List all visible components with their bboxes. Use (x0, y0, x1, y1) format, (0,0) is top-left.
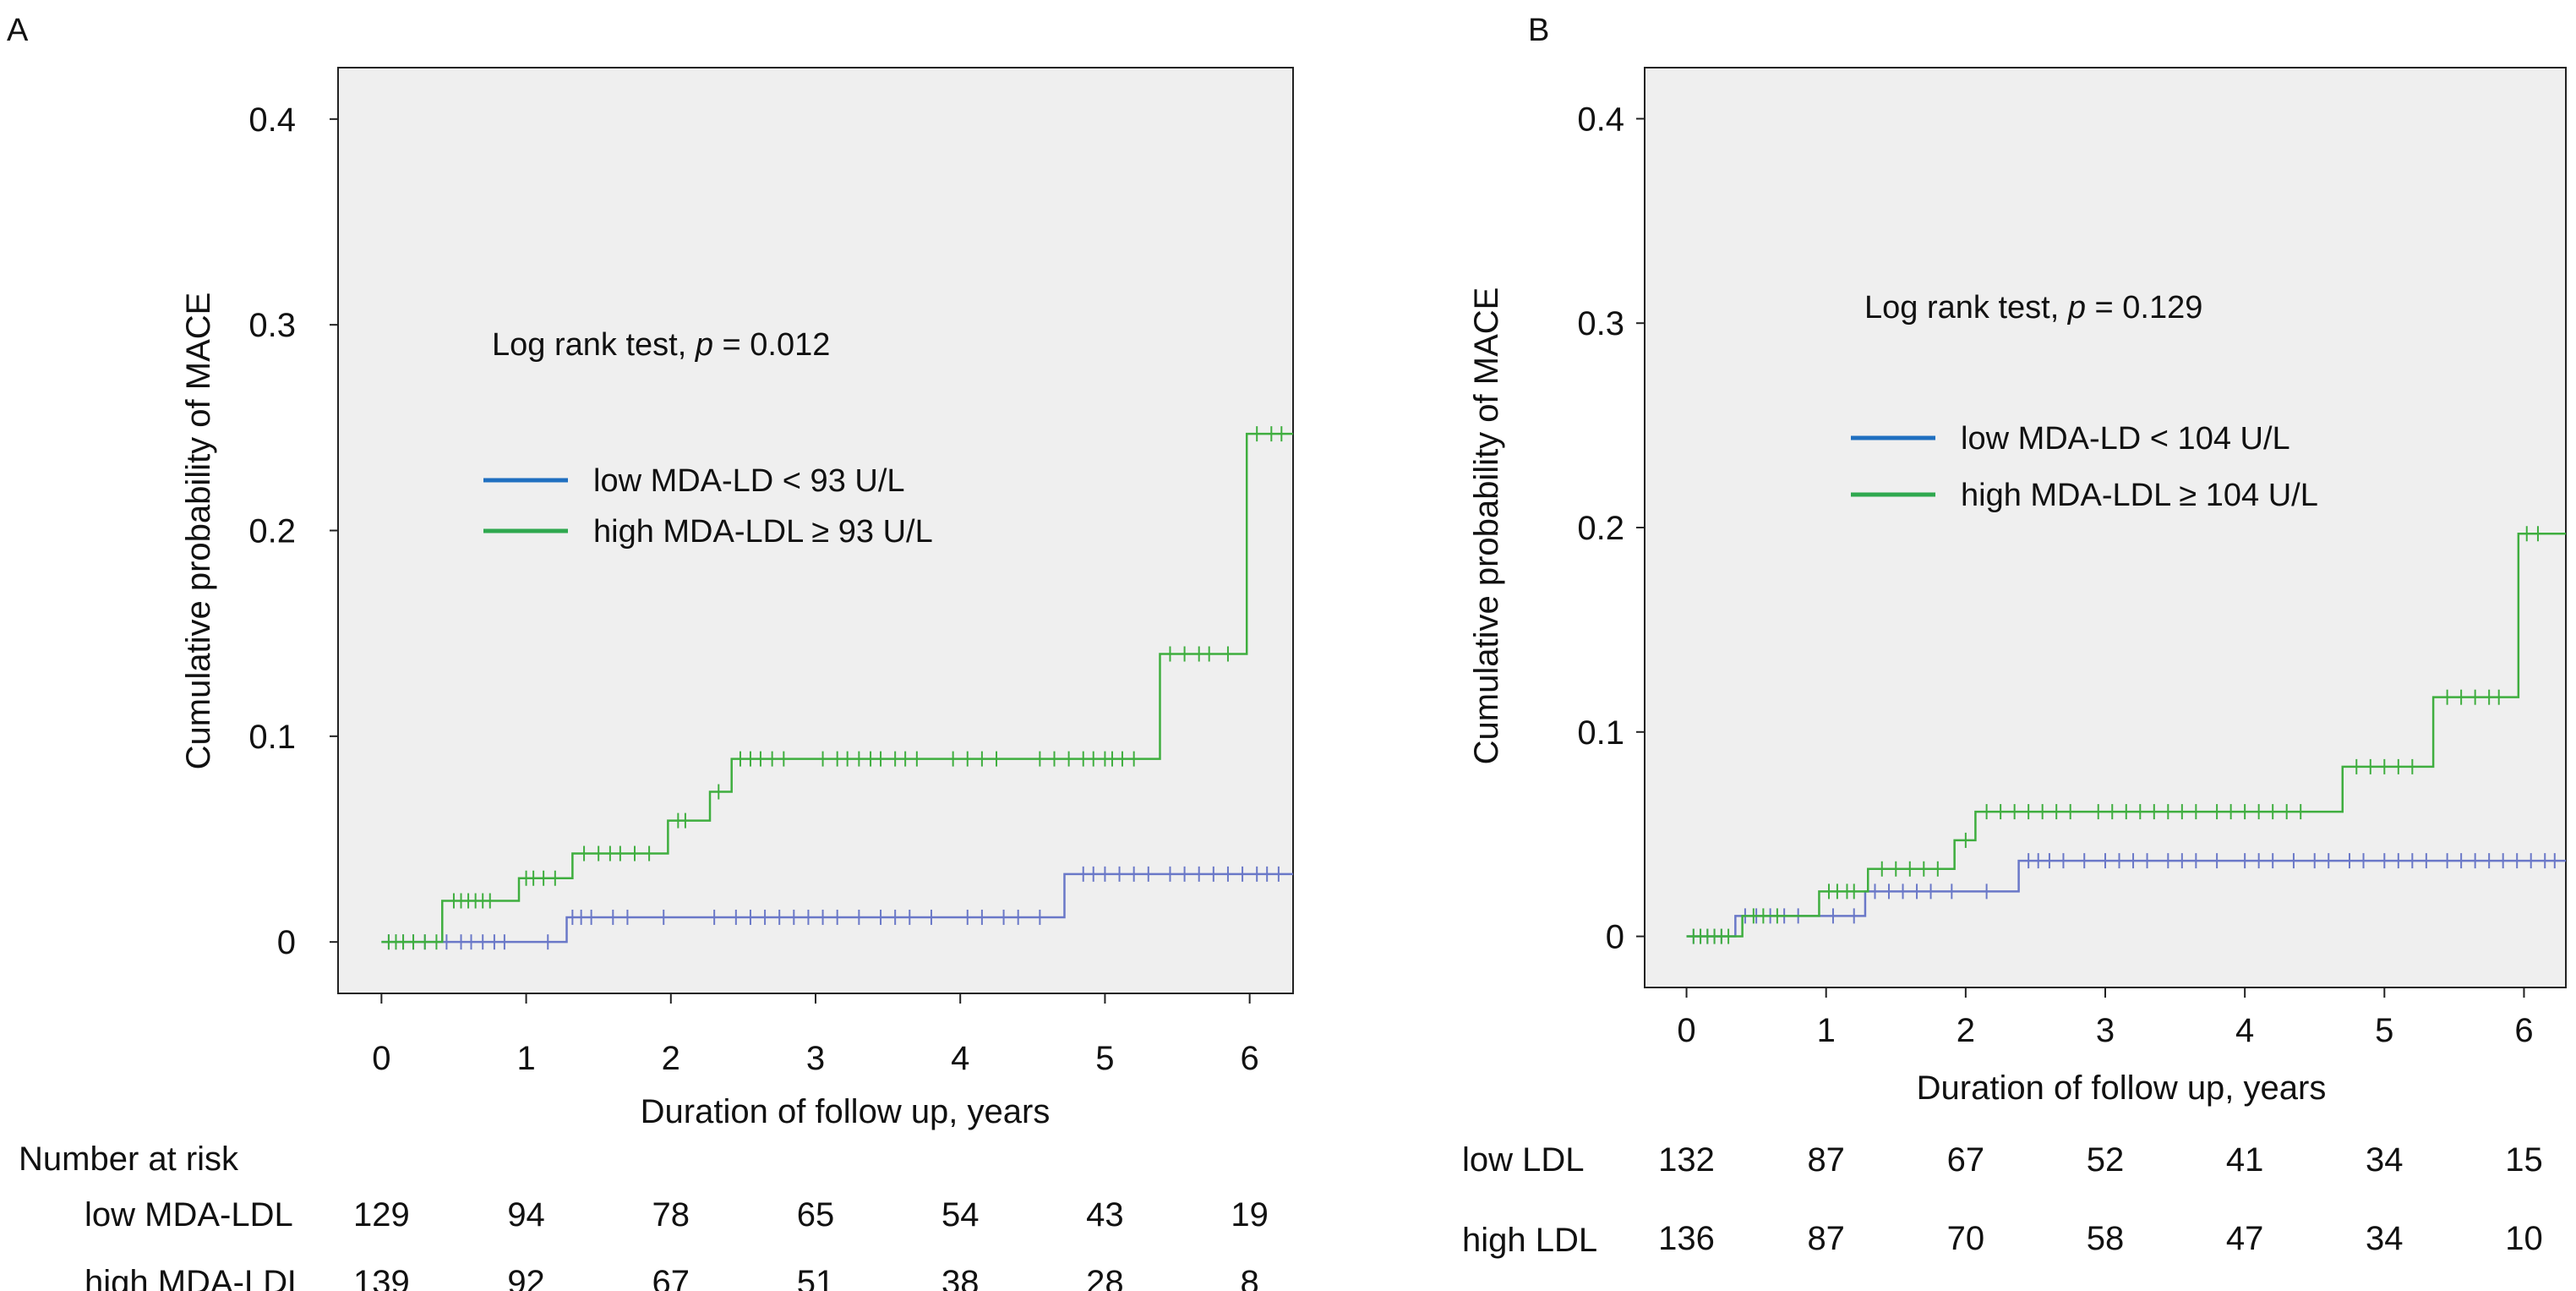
y-tick-label: 0.3 (1577, 305, 1624, 342)
legend-label-low-b: low MDA-LD < 104 U/L (1961, 421, 2290, 457)
risk-value: 87 (1807, 1220, 1845, 1257)
risk-value: 139 (353, 1264, 410, 1291)
legend-label-high-b: high MDA-LDL ≥ 104 U/L (1961, 478, 2318, 513)
risk-table-b: low LDL high LDL 132 87 67 52 41 34 15 136 87 70 5… (1462, 1141, 2543, 1259)
x-axis-label-b: Duration of follow up, years (1917, 1069, 2327, 1107)
risk-value: 67 (1947, 1141, 1985, 1179)
risk-table-a: Number at risk low MDA-LDL high MDA-LDL … (19, 1141, 1269, 1291)
panel-label-a: A (7, 13, 29, 48)
x-axis-b: 0 1 2 3 4 5 6 (1677, 987, 2534, 1049)
km-curve-low-b (1686, 859, 2566, 938)
y-tick-label: 0 (1606, 919, 1624, 956)
logrank-annotation-a: Log rank test, p = 0.012 (492, 327, 830, 363)
risk-value: 132 (1658, 1141, 1715, 1179)
legend-label-high-a: high MDA-LDL ≥ 93 U/L (593, 514, 933, 550)
logrank-annotation-b: Log rank test, p = 0.129 (1864, 290, 2202, 325)
risk-value: 52 (2087, 1141, 2125, 1179)
y-axis-label-b: Cumulative probability of MACE (1468, 287, 1505, 765)
series-layer-a (381, 426, 1293, 950)
risk-row-label-low-b: low LDL (1462, 1141, 1585, 1179)
y-tick-label: 0.4 (1577, 101, 1624, 138)
x-tick-label: 2 (662, 1040, 680, 1077)
risk-value: 38 (941, 1264, 980, 1291)
x-tick-label: 4 (951, 1040, 969, 1077)
risk-value: 78 (652, 1196, 690, 1234)
risk-value: 34 (2366, 1141, 2404, 1179)
risk-value: 43 (1086, 1196, 1124, 1234)
risk-value: 129 (353, 1196, 410, 1234)
x-tick-label: 1 (1817, 1012, 1836, 1049)
panel-a: A 0 0.1 0.2 0.3 0.4 0 1 2 3 4 5 6 Cumulative proba… (7, 13, 1294, 1291)
panel-label-b: B (1528, 13, 1549, 48)
y-axis-b: 0 0.1 0.2 0.3 0.4 (1577, 101, 1645, 956)
y-tick-label: 0.2 (248, 513, 296, 550)
risk-row-label-high-a: high MDA-LDL (85, 1264, 306, 1291)
risk-values-b: 132 87 67 52 41 34 15 136 87 70 58 47 34 10 (1658, 1141, 2543, 1257)
risk-value: 8 (1241, 1264, 1259, 1291)
x-axis-label-a: Duration of follow up, years (641, 1093, 1051, 1130)
risk-table-title-a: Number at risk (19, 1141, 239, 1178)
risk-value: 15 (2505, 1141, 2543, 1179)
legend-label-low-a: low MDA-LD < 93 U/L (593, 463, 905, 499)
risk-value: 67 (652, 1264, 690, 1291)
x-tick-label: 5 (2375, 1012, 2393, 1049)
risk-value: 41 (2226, 1141, 2264, 1179)
y-axis-a: 0 0.1 0.2 0.3 0.4 (248, 101, 338, 961)
legend-b: low MDA-LD < 104 U/L high MDA-LDL ≥ 104 … (1851, 421, 2318, 513)
x-tick-label: 4 (2235, 1012, 2254, 1049)
x-tick-label: 6 (1241, 1040, 1259, 1077)
risk-row-label-low-a: low MDA-LDL (85, 1196, 293, 1234)
series-layer-b (1686, 526, 2566, 944)
x-axis-a: 0 1 2 3 4 5 6 (372, 993, 1259, 1077)
km-curve-low-a (381, 873, 1293, 944)
x-tick-label: 3 (806, 1040, 825, 1077)
risk-value: 87 (1807, 1141, 1845, 1179)
y-tick-label: 0 (277, 924, 296, 961)
risk-values-a: 129 94 78 65 54 43 19 139 92 67 51 38 28 8 (353, 1196, 1269, 1291)
risk-value: 19 (1231, 1196, 1269, 1234)
risk-value: 65 (797, 1196, 835, 1234)
x-tick-label: 1 (516, 1040, 535, 1077)
risk-value: 47 (2226, 1220, 2264, 1257)
risk-value: 136 (1658, 1220, 1715, 1257)
legend-a: low MDA-LD < 93 U/L high MDA-LDL ≥ 93 U/… (483, 463, 933, 550)
risk-value: 70 (1947, 1220, 1985, 1257)
x-tick-label: 5 (1095, 1040, 1114, 1077)
y-tick-label: 0.4 (248, 101, 296, 139)
y-tick-label: 0.1 (1577, 714, 1624, 752)
risk-value: 10 (2505, 1220, 2543, 1257)
risk-value: 28 (1086, 1264, 1124, 1291)
risk-value: 54 (941, 1196, 980, 1234)
risk-value: 51 (797, 1264, 835, 1291)
y-axis-label-a: Cumulative probability of MACE (180, 293, 217, 770)
x-tick-label: 6 (2514, 1012, 2533, 1049)
x-tick-label: 0 (1677, 1012, 1695, 1049)
y-tick-label: 0.2 (1577, 510, 1624, 547)
risk-value: 92 (507, 1264, 545, 1291)
x-tick-label: 2 (1957, 1012, 1975, 1049)
y-tick-label: 0.1 (248, 719, 296, 756)
x-tick-label: 0 (372, 1040, 390, 1077)
x-tick-label: 3 (2096, 1012, 2115, 1049)
plot-area-b (1644, 67, 2567, 988)
risk-row-label-high-b: high LDL (1462, 1222, 1597, 1259)
risk-value: 34 (2366, 1220, 2404, 1257)
risk-value: 58 (2087, 1220, 2125, 1257)
risk-value: 94 (507, 1196, 545, 1234)
y-tick-label: 0.3 (248, 307, 296, 344)
km-curve-high-a (381, 432, 1293, 944)
